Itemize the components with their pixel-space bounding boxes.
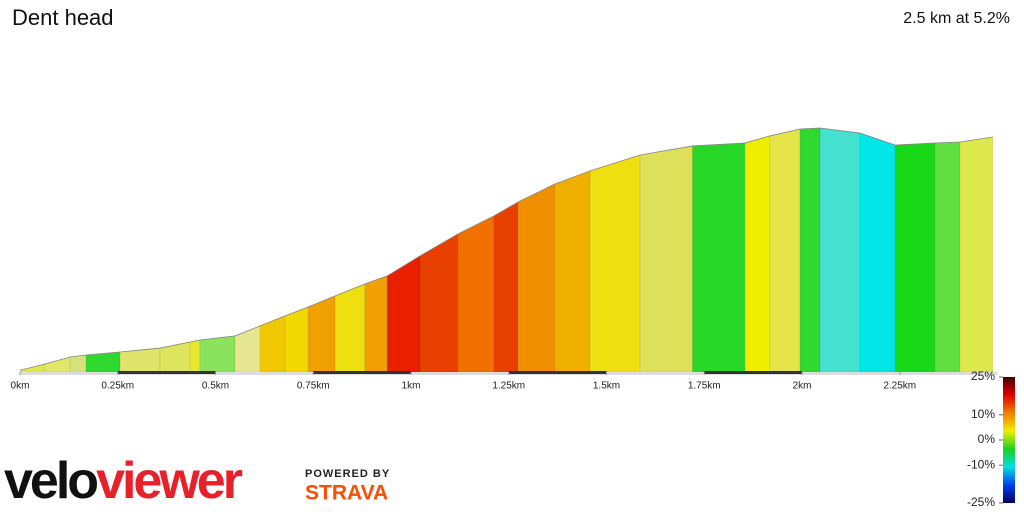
plot: 0km 0.25km 0.5km 0.75km 1km 1.25km 1.5km 1.75km… — [11, 127, 1003, 509]
gradient-segment — [159, 341, 191, 373]
strava-logo: STRAVA — [305, 482, 388, 505]
gradient-segment — [419, 233, 459, 373]
km-band — [117, 371, 216, 374]
gradient-segment — [517, 183, 556, 373]
gradient-segment — [189, 339, 201, 373]
x-tick-label: 2km — [793, 381, 812, 392]
km-band — [508, 371, 607, 374]
powered-by: POWERED BY — [305, 468, 390, 480]
colorbar — [1003, 377, 1015, 503]
x-tick-label: 0.25km — [101, 381, 134, 392]
x-tick-label: 0km — [11, 381, 30, 392]
x-tick-label: 0.75km — [297, 381, 330, 392]
chart-title: Dent head — [12, 5, 114, 30]
gradient-segment — [44, 356, 71, 373]
x-tick-label: 1.75km — [688, 381, 721, 392]
gradient-segment — [819, 127, 861, 373]
gradient-segment — [692, 142, 746, 373]
gradient-segment — [334, 283, 366, 373]
colorbar-label: 0% — [978, 432, 996, 446]
colorbar-label: 10% — [971, 407, 995, 421]
gradient-segment — [894, 142, 936, 373]
gradient-segment — [859, 132, 896, 373]
x-tick-label: 0.5km — [202, 381, 229, 392]
gradient-segment — [69, 354, 87, 373]
gradient-segment — [234, 325, 261, 373]
logo-part: velo — [4, 452, 97, 510]
gradient-segment — [199, 335, 236, 373]
gradient-segment — [284, 306, 309, 373]
gradient-segment — [85, 351, 121, 373]
gradient-segment — [959, 136, 994, 373]
logo: veloviewer — [4, 452, 243, 510]
gradient-segment — [934, 141, 961, 373]
gradient-segment — [589, 154, 641, 373]
x-tick-label: 1km — [402, 381, 421, 392]
x-tick-label: 1.25km — [492, 381, 525, 392]
chart-subtitle: 2.5 km at 5.2% — [903, 10, 1010, 27]
gradient-segment — [554, 170, 591, 373]
km-band — [704, 371, 802, 374]
gradient-segment — [744, 135, 771, 373]
colorbar-label: -25% — [967, 495, 995, 509]
gradient-segment — [493, 201, 519, 373]
gradient-segment — [307, 295, 336, 373]
km-band — [313, 371, 411, 374]
x-tick-label: 2.25km — [883, 381, 916, 392]
gradient-segment — [769, 128, 801, 373]
gradient-segment — [457, 215, 495, 373]
x-tick-label: 1.5km — [593, 381, 620, 392]
gradient-segment — [639, 145, 693, 373]
colorbar-label: -10% — [967, 457, 995, 471]
logo-part: viewer — [96, 452, 243, 510]
gradient-segment — [364, 275, 388, 373]
profile-line — [19, 127, 993, 371]
colorbar-label: 25% — [971, 369, 995, 383]
gradient-segment — [799, 127, 821, 373]
